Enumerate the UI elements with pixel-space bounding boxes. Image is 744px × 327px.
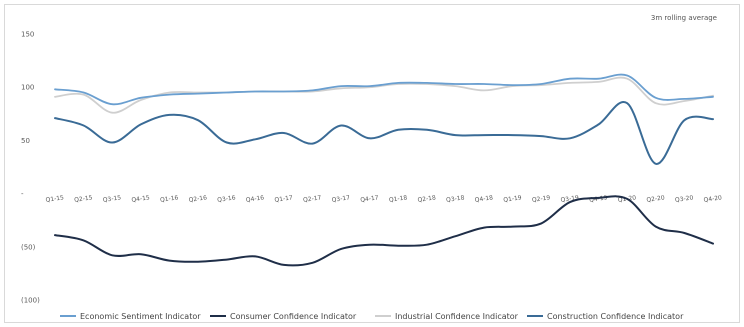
y-tick-label: 100 — [21, 84, 34, 92]
y-tick-label: (100) — [21, 297, 40, 305]
series-line-construction-confidence-indicator — [54, 101, 714, 165]
x-tick-label: Q1-16 — [160, 194, 179, 204]
x-tick-label: Q4-19 — [589, 194, 608, 204]
x-tick-label: Q4-17 — [360, 194, 379, 204]
series-lines — [54, 73, 714, 267]
x-tick-label: Q2-18 — [417, 194, 436, 204]
x-tick-label: Q3-20 — [675, 194, 694, 204]
x-tick-label: Q3-15 — [102, 194, 121, 204]
y-tick-label: 150 — [21, 31, 34, 39]
series-line-consumer-confidence-indicator — [54, 195, 714, 267]
x-tick-label: Q2-19 — [532, 194, 551, 204]
y-tick-label: (50) — [21, 243, 36, 251]
x-tick-label: Q4-18 — [474, 194, 493, 204]
legend: Economic Sentiment Indicator Consumer Con… — [60, 312, 684, 321]
x-tick-label: Q3-16 — [217, 194, 236, 204]
x-tick-label: Q1-18 — [389, 194, 408, 204]
x-tick-label: Q4-16 — [245, 194, 264, 204]
series-line-industrial-confidence-indicator — [54, 76, 714, 114]
x-tick-label: Q3-19 — [560, 194, 579, 204]
x-tick-label: Q2-17 — [303, 194, 322, 204]
x-tick-label: Q4-15 — [131, 194, 150, 204]
y-axis-ticks: 150 100 50 - (50) (100) — [21, 31, 40, 305]
legend-label-construction-confidence-indicator: Construction Confidence Indicator — [547, 312, 684, 321]
x-tick-label: Q3-18 — [446, 194, 465, 204]
legend-label-industrial-confidence-indicator: Industrial Confidence Indicator — [395, 312, 519, 321]
y-tick-label: - — [21, 190, 24, 198]
x-tick-label: Q1-19 — [503, 194, 522, 204]
x-axis-ticks: Q1-15 Q2-15 Q3-15 Q4-15 Q1-16 Q2-16 Q3-16 Q4-16… — [45, 194, 722, 204]
x-tick-label: Q1-15 — [45, 194, 64, 204]
legend-label-consumer-confidence-indicator: Consumer Confidence Indicator — [230, 312, 357, 321]
x-tick-label: Q2-16 — [188, 194, 207, 204]
x-tick-label: Q1-17 — [274, 194, 293, 204]
y-tick-label: 50 — [21, 137, 30, 145]
x-tick-label: Q4-20 — [703, 194, 722, 204]
x-tick-label: Q2-15 — [74, 194, 93, 204]
chart-annotation: 3m rolling average — [651, 14, 717, 22]
x-tick-label: Q2-20 — [646, 194, 665, 204]
chart-frame — [4, 4, 740, 323]
x-tick-label: Q3-17 — [331, 194, 350, 204]
series-line-economic-sentiment-indicator — [54, 73, 714, 106]
legend-label-economic-sentiment-indicator: Economic Sentiment Indicator — [80, 312, 201, 321]
